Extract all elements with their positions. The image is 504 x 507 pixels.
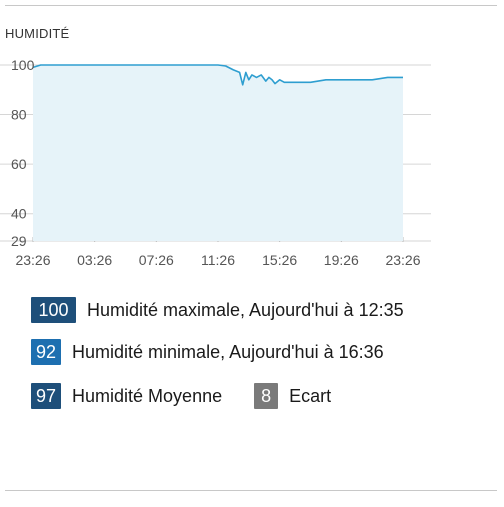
stat-avg-row: 97 Humidité Moyenne 8 Ecart (31, 382, 331, 410)
x-tick-label: 11:26 (201, 252, 235, 268)
avg-humidity-badge: 97 (31, 383, 62, 409)
min-humidity-badge: 92 (31, 339, 62, 365)
y-tick-label: 40 (11, 206, 27, 222)
x-tick-label: 23:26 (15, 252, 50, 268)
humidity-area-fill (33, 65, 403, 241)
humidity-chart: 100 80 60 40 29 23:26 03:26 07:26 11:26 15:26 19:… (0, 57, 431, 268)
y-tick-label: 100 (11, 57, 35, 73)
humidity-line (32, 64, 403, 86)
humidity-area (33, 65, 403, 241)
ecart-badge: 8 (254, 383, 279, 409)
y-axis-ticks: 100 80 60 40 29 (11, 57, 35, 249)
x-tick-label: 03:26 (77, 252, 112, 268)
max-humidity-badge: 100 (31, 297, 76, 323)
top-divider (5, 5, 497, 6)
y-tick-label: 29 (11, 233, 27, 249)
x-tick-label: 07:26 (139, 252, 174, 268)
stat-max-row: 100 Humidité maximale, Aujourd'hui à 12:… (31, 296, 404, 324)
humidity-series-line (32, 64, 403, 86)
min-humidity-label: Humidité minimale, Aujourd'hui à 16:36 (72, 341, 384, 362)
bottom-divider (5, 490, 497, 491)
x-tick-label: 19:26 (324, 252, 359, 268)
stat-min-row: 92 Humidité minimale, Aujourd'hui à 16:3… (31, 338, 384, 366)
section-title: HUMIDITÉ (5, 26, 70, 41)
max-humidity-label: Humidité maximale, Aujourd'hui à 12:35 (87, 299, 404, 320)
x-axis-ticks: 23:26 03:26 07:26 11:26 15:26 19:26 23:26 (15, 252, 420, 268)
x-tick-label: 23:26 (385, 252, 420, 268)
y-tick-label: 60 (11, 156, 27, 172)
avg-humidity-label: Humidité Moyenne (72, 385, 223, 406)
ecart-label: Ecart (289, 385, 332, 406)
x-tick-label: 15:26 (262, 252, 297, 268)
y-tick-label: 80 (11, 107, 27, 123)
